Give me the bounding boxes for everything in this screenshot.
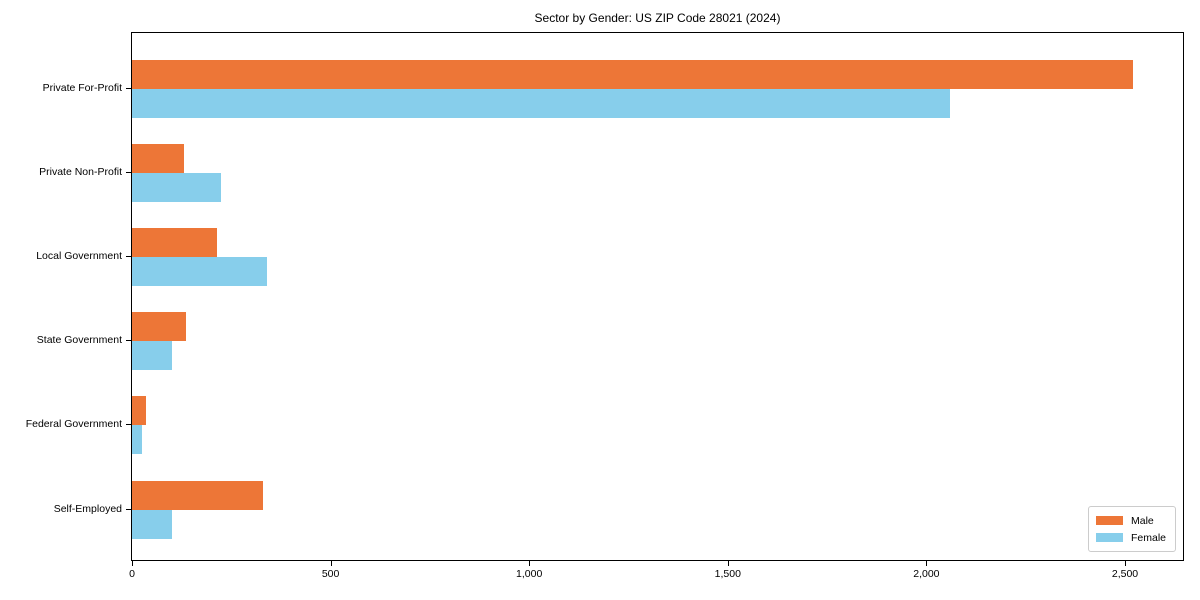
bar-male-local-government <box>132 227 218 257</box>
bar-female-private-non-profit <box>132 172 222 202</box>
legend-label-female: Female <box>1130 531 1166 544</box>
x-axis-tick <box>1125 561 1126 566</box>
bar-male-private-non-profit <box>132 143 184 173</box>
y-tick-label: Federal Government <box>25 418 122 431</box>
y-axis-tick <box>126 171 131 173</box>
legend-row-male: Male <box>1095 512 1166 529</box>
x-tick-label: 0 <box>129 568 135 580</box>
chart-title: Sector by Gender: US ZIP Code 28021 (202… <box>534 11 781 25</box>
y-tick-label: Local Government <box>36 249 122 262</box>
legend-swatch-male <box>1095 516 1123 525</box>
x-axis-tick <box>727 561 729 566</box>
legend-swatch-female <box>1095 533 1123 542</box>
x-axis-tick <box>132 561 133 566</box>
legend: Male Female <box>1087 506 1176 552</box>
plot-area: Male Female <box>131 32 1184 561</box>
y-axis-tick <box>126 508 131 510</box>
bar-female-private-for-profit <box>132 88 951 118</box>
y-axis-tick <box>126 424 131 426</box>
bar-male-private-for-profit <box>132 59 1133 89</box>
bar-male-federal-government <box>132 396 146 426</box>
legend-row-female: Female <box>1095 529 1166 546</box>
bar-female-state-government <box>132 341 172 371</box>
legend-label-male: Male <box>1130 514 1154 527</box>
x-tick-label: 2,000 <box>913 568 940 580</box>
x-axis-tick <box>529 561 531 566</box>
bar-female-local-government <box>132 256 267 286</box>
bar-male-state-government <box>132 312 186 342</box>
y-tick-label: Private For-Profit <box>42 81 122 94</box>
x-tick-label: 1,500 <box>714 568 741 580</box>
y-axis-tick <box>126 87 131 89</box>
x-axis-tick <box>330 561 332 566</box>
bar-female-federal-government <box>132 425 142 455</box>
x-tick-label: 500 <box>321 568 340 580</box>
bar-male-self-employed <box>132 480 264 510</box>
x-tick-label: 1,000 <box>516 568 543 580</box>
x-axis-tick <box>926 561 928 566</box>
y-tick-label: State Government <box>36 334 122 347</box>
y-axis-tick <box>126 255 131 257</box>
y-axis-tick <box>126 340 131 342</box>
x-tick-label: 2,500 <box>1111 568 1139 580</box>
bar-female-self-employed <box>132 509 172 539</box>
y-tick-label: Private Non-Profit <box>39 165 122 178</box>
y-tick-label: Self-Employed <box>53 502 122 515</box>
